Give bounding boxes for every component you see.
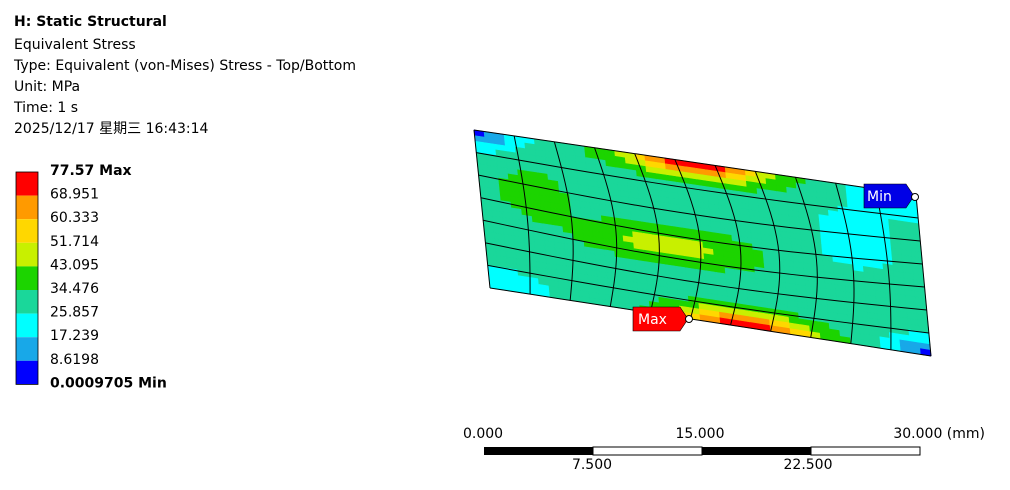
- mesh-line: [794, 177, 818, 338]
- info-line: Type: Equivalent (von-Mises) Stress - To…: [13, 58, 356, 74]
- max-point: [685, 315, 693, 323]
- scale-label: 15.000: [676, 426, 725, 442]
- scale-segment: [592, 446, 703, 456]
- mesh-line: [875, 188, 892, 350]
- max-probe: Max: [632, 306, 693, 332]
- mesh-line: [473, 129, 491, 289]
- legend-band: [16, 313, 38, 338]
- legend-frame: [15, 171, 39, 385]
- mesh-line: [835, 183, 855, 344]
- legend-label: 0.0009705 Min: [50, 375, 167, 391]
- legend-band: [16, 195, 38, 220]
- mesh-line: [553, 141, 574, 301]
- legend-label: 77.57 Max: [50, 163, 132, 179]
- scale-segment: [484, 447, 593, 455]
- scale-segment: [810, 446, 921, 456]
- info-line: Time: 1 s: [13, 100, 78, 116]
- info-line: 2025/12/17 星期三 16:43:14: [14, 121, 209, 137]
- scale-label: 30.000 (mm): [893, 426, 985, 442]
- mesh-line: [489, 287, 932, 357]
- legend-label: 43.095: [50, 257, 99, 273]
- legend-label: 34.476: [50, 281, 99, 297]
- max-flag: [632, 306, 689, 332]
- info-line: Equivalent Stress: [14, 37, 136, 53]
- min-label: Min: [867, 189, 892, 205]
- mesh-line: [480, 197, 923, 265]
- model: [473, 129, 932, 357]
- legend-label: 8.6198: [50, 352, 99, 368]
- legend-label: 17.239: [50, 328, 99, 344]
- scale-label: 7.500: [572, 457, 612, 473]
- mesh-line: [487, 264, 929, 334]
- mesh-line: [473, 129, 917, 196]
- scale-label: 0.000: [463, 426, 503, 442]
- max-label: Max: [638, 312, 667, 328]
- mesh-line: [485, 242, 927, 311]
- mesh-line: [915, 194, 932, 357]
- legend-band: [16, 172, 38, 196]
- min-point: [911, 193, 919, 201]
- legend-label: 51.714: [50, 234, 99, 250]
- scale-label: 22.500: [784, 457, 833, 473]
- legend: 77.57 Max 68.951 60.333 51.714 43.095 34.476 2…: [15, 163, 167, 391]
- legend-band: [16, 337, 38, 361]
- legend-band: [16, 360, 38, 385]
- min-flag: [863, 183, 915, 209]
- legend-band: [16, 266, 38, 290]
- legend-label: 60.333: [50, 210, 99, 226]
- info-line: Unit: MPa: [14, 79, 80, 95]
- legend-band: [16, 290, 38, 314]
- mesh-line: [594, 147, 618, 307]
- mesh-line: [483, 219, 925, 288]
- legend-label: 68.951: [50, 187, 99, 203]
- mesh-line: [478, 174, 921, 242]
- scale-segment: [702, 447, 811, 455]
- scale-bar: 0.000 15.000 30.000 (mm) 7.500 22.500: [463, 426, 985, 473]
- mesh-line: [476, 152, 919, 219]
- mesh-line: [513, 135, 531, 295]
- min-probe: Min: [863, 183, 919, 209]
- legend-label: 25.857: [50, 305, 99, 321]
- legend-band: [16, 219, 38, 243]
- result-title: H: Static Structural: [14, 14, 167, 30]
- legend-band: [16, 242, 38, 267]
